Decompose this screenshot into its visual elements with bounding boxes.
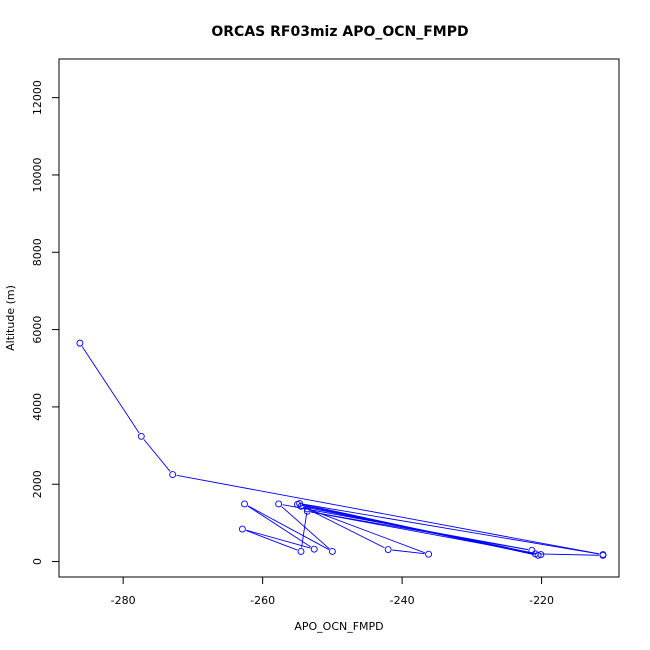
series-points: [76, 339, 607, 559]
data-point: [297, 502, 305, 510]
data-point: [425, 550, 433, 558]
x-tick-label: -240: [390, 594, 415, 607]
data-point: [303, 507, 311, 515]
data-point: [76, 339, 84, 347]
data-point: [169, 471, 177, 479]
series-segment: [143, 439, 171, 472]
data-point: [310, 545, 318, 553]
series-segment: [310, 510, 385, 549]
x-axis: -280 -260 -240 -220: [111, 576, 554, 607]
series-segment: [303, 503, 600, 555]
series-segment: [247, 505, 312, 548]
data-point: [137, 432, 145, 440]
x-tick-label: -220: [529, 594, 554, 607]
x-axis-label: APO_OCN_FMPD: [294, 620, 383, 633]
series-segment: [539, 553, 599, 556]
series-segment: [304, 507, 426, 554]
y-tick-label: 12000: [31, 80, 44, 115]
y-tick-label: 4000: [31, 393, 44, 421]
series-segment: [304, 506, 532, 554]
y-axis: 0 2000 4000 6000 8000 10000 12000: [31, 80, 60, 565]
series-segment: [81, 346, 140, 434]
data-point: [294, 500, 301, 508]
data-point: [528, 546, 536, 554]
data-point: [599, 551, 607, 559]
data-point: [531, 550, 539, 558]
series-segment: [246, 529, 311, 549]
data-point: [384, 546, 392, 554]
y-tick-label: 2000: [31, 470, 44, 498]
series-segment: [245, 530, 298, 551]
data-point: [275, 500, 283, 508]
y-tick-label: 10000: [31, 157, 44, 192]
y-axis-label: Altitude (m): [4, 285, 17, 351]
y-tick-label: 0: [31, 558, 44, 565]
chart-title: ORCAS RF03miz APO_OCN_FMPD: [211, 24, 468, 40]
series-lines: [81, 346, 600, 556]
series-segment: [301, 512, 308, 548]
series-segment: [247, 505, 330, 550]
data-point: [297, 548, 305, 555]
data-point: [238, 525, 246, 533]
y-tick-label: 6000: [31, 316, 44, 344]
data-point: [241, 500, 248, 508]
data-point: [303, 505, 311, 513]
series-segment: [392, 549, 425, 555]
y-tick-label: 8000: [31, 238, 44, 266]
data-point: [328, 548, 336, 555]
series-segment: [176, 474, 600, 555]
x-tick-label: -260: [250, 594, 275, 607]
series-segment: [281, 506, 330, 550]
x-tick-label: -280: [111, 594, 136, 607]
